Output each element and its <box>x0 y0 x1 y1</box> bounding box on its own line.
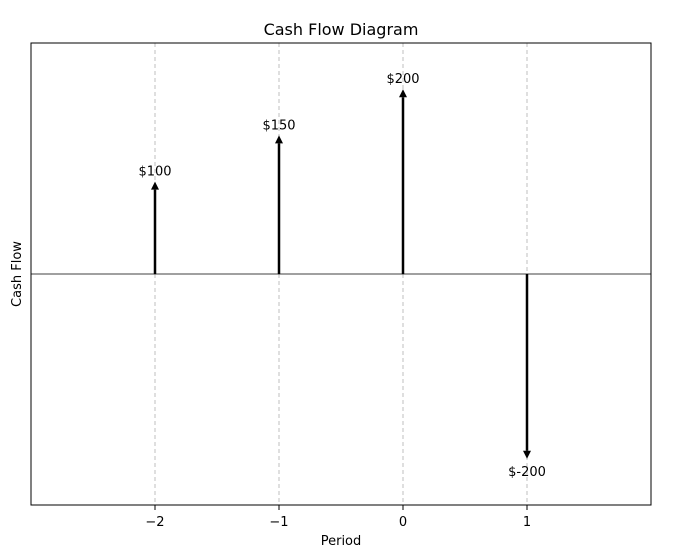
arrow-head <box>523 450 531 459</box>
data-label: $150 <box>262 118 295 133</box>
data-label: $100 <box>138 165 171 180</box>
arrow-head <box>399 89 407 98</box>
x-tick-label: −2 <box>145 515 164 530</box>
data-label: $200 <box>386 72 419 87</box>
y-axis-label: Cash Flow <box>10 241 25 307</box>
x-tick-label: −1 <box>269 515 288 530</box>
x-axis-label: Period <box>321 534 362 549</box>
arrow-head <box>275 135 283 144</box>
cash-flow-arrow <box>399 89 407 274</box>
cash-flow-arrow <box>275 135 283 274</box>
cash-flow-arrow <box>523 274 531 459</box>
cash-flow-arrows <box>151 89 531 459</box>
cash-flow-arrow <box>151 181 159 274</box>
plot-frame <box>30 42 652 506</box>
data-labels: $100 $150 $200 $-200 <box>138 72 545 480</box>
arrow-head <box>151 181 159 190</box>
x-axis-ticks: −2 −1 0 1 <box>145 505 531 530</box>
data-label: $-200 <box>508 465 546 480</box>
x-tick-label: 1 <box>523 515 531 530</box>
x-tick-label: 0 <box>399 515 407 530</box>
chart-title: Cash Flow Diagram <box>264 20 419 39</box>
